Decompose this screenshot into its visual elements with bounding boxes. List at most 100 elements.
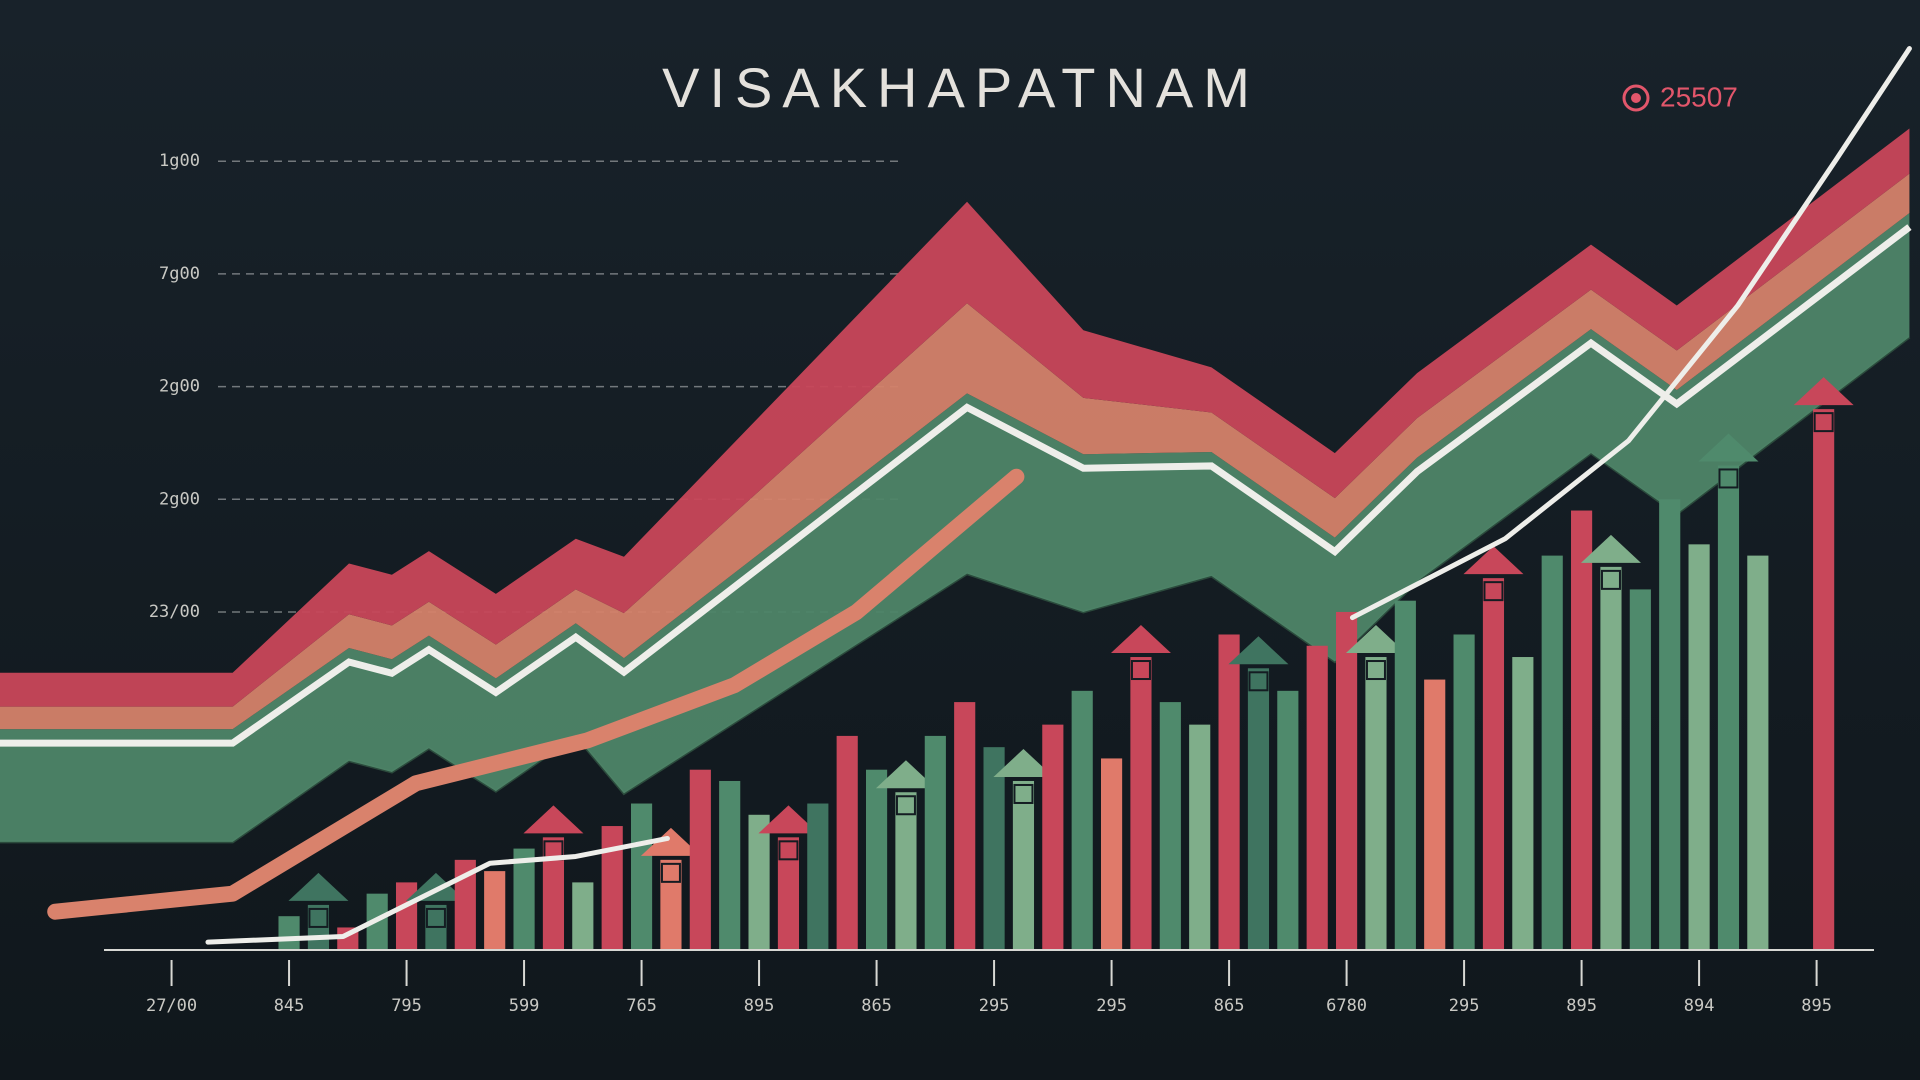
x-tick-label: 865 bbox=[1214, 996, 1245, 1016]
band-area bbox=[0, 128, 1910, 707]
bar-arrow-box bbox=[778, 840, 799, 861]
bar-arrow-box bbox=[1600, 569, 1621, 590]
trend-line bbox=[1349, 46, 1912, 621]
badge-icon bbox=[1622, 84, 1650, 112]
bar bbox=[1600, 566, 1622, 950]
bar bbox=[1130, 657, 1152, 950]
bar bbox=[278, 916, 300, 950]
x-tick-label: 599 bbox=[509, 996, 540, 1016]
bar bbox=[1012, 780, 1035, 950]
bar bbox=[660, 859, 682, 950]
bar bbox=[924, 735, 946, 950]
bar-arrow-box bbox=[1248, 671, 1269, 692]
bar bbox=[1218, 634, 1240, 950]
bar bbox=[1747, 555, 1769, 950]
axis-layer: 1g00 7g00 2g00 2g00 23/00 27/00 845 795 599 765 89… bbox=[104, 151, 1874, 1016]
bar-arrow bbox=[1793, 377, 1854, 406]
trend-line bbox=[205, 835, 670, 945]
x-tick-label: 6780 bbox=[1326, 996, 1367, 1016]
bar-arrow bbox=[1110, 625, 1171, 654]
bar-arrow bbox=[875, 760, 936, 789]
bar bbox=[1306, 645, 1328, 950]
x-tick-label: 895 bbox=[744, 996, 775, 1016]
bar bbox=[1277, 690, 1299, 950]
x-tick-label: 765 bbox=[626, 996, 657, 1016]
bar-arrow bbox=[405, 872, 466, 901]
bar-arrow-box bbox=[895, 795, 916, 816]
bar bbox=[1541, 555, 1563, 950]
x-tick-label: 845 bbox=[274, 996, 305, 1016]
bar bbox=[572, 882, 594, 950]
bar-arrow-box bbox=[308, 907, 329, 928]
y-tick-label: 7g00 bbox=[159, 264, 200, 284]
bar bbox=[748, 814, 770, 950]
bar-arrow-box bbox=[1013, 783, 1034, 804]
bar bbox=[719, 780, 741, 950]
line-layer bbox=[47, 46, 1912, 945]
bar bbox=[1512, 657, 1534, 950]
bar bbox=[807, 803, 829, 950]
bar bbox=[1042, 724, 1064, 950]
bar-arrow bbox=[288, 872, 349, 901]
x-tick-label: 895 bbox=[1566, 996, 1597, 1016]
bar bbox=[954, 702, 976, 950]
bar-arrow bbox=[1580, 534, 1641, 563]
bar bbox=[1813, 409, 1835, 950]
bar-arrow bbox=[1228, 636, 1289, 665]
bar bbox=[1659, 499, 1681, 950]
x-tick-label: 295 bbox=[1096, 996, 1127, 1016]
bar bbox=[895, 792, 917, 950]
bar-arrow-box bbox=[1365, 660, 1386, 681]
x-tick-label: 894 bbox=[1684, 996, 1715, 1016]
bar bbox=[836, 735, 858, 950]
bar bbox=[1071, 690, 1093, 950]
band-highlight bbox=[0, 224, 1912, 747]
bar bbox=[542, 837, 565, 950]
bar-arrow-box bbox=[1483, 581, 1504, 602]
ribbon-line bbox=[47, 468, 1025, 920]
bar bbox=[1688, 544, 1710, 950]
bar-arrow bbox=[1698, 433, 1759, 462]
x-tick-label: 27/00 bbox=[146, 996, 197, 1016]
bar bbox=[1394, 600, 1416, 950]
bar-arrow-box bbox=[1130, 660, 1151, 681]
bar bbox=[1101, 758, 1123, 950]
y-tick-label: 1g00 bbox=[159, 151, 200, 171]
bar-arrow-box bbox=[425, 907, 446, 928]
bar bbox=[983, 747, 1005, 950]
bar-arrow bbox=[640, 827, 701, 856]
bar-arrow bbox=[523, 805, 584, 834]
bar bbox=[454, 859, 476, 950]
bar bbox=[1189, 724, 1211, 950]
bar bbox=[1365, 657, 1387, 950]
badge-value: 25507 bbox=[1660, 81, 1738, 112]
bar bbox=[689, 769, 711, 950]
bar bbox=[1629, 589, 1651, 950]
bar bbox=[1571, 510, 1593, 950]
bar-arrow bbox=[1345, 625, 1406, 654]
chart-title: VISAKHAPATNAM bbox=[662, 56, 1260, 119]
y-tick-label: 23/00 bbox=[149, 602, 200, 622]
bar bbox=[865, 769, 888, 950]
bar-arrow-box bbox=[1813, 412, 1834, 433]
bar bbox=[601, 826, 623, 950]
x-tick-label: 295 bbox=[1449, 996, 1480, 1016]
bar bbox=[395, 882, 418, 950]
bar bbox=[1424, 679, 1446, 950]
x-tick-label: 865 bbox=[861, 996, 892, 1016]
bar-arrow bbox=[1463, 546, 1524, 575]
bar bbox=[484, 871, 506, 950]
y-tick-label: 2g00 bbox=[159, 489, 200, 509]
x-tick-label: 795 bbox=[391, 996, 422, 1016]
bar bbox=[513, 848, 535, 950]
y-tick-label: 2g00 bbox=[159, 377, 200, 397]
bar bbox=[1453, 634, 1475, 950]
bar bbox=[1159, 702, 1181, 950]
bar bbox=[1336, 611, 1358, 950]
bar-arrow bbox=[758, 805, 819, 834]
bar bbox=[1717, 465, 1740, 950]
bar bbox=[1247, 668, 1270, 950]
bar-arrow bbox=[993, 748, 1054, 777]
bar bbox=[630, 803, 653, 950]
